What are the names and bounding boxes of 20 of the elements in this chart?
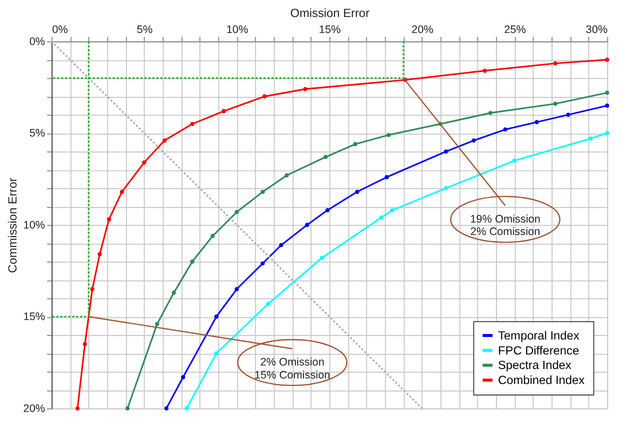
y-tick-label: 15% <box>23 311 46 324</box>
x-tick-label: 25% <box>504 24 526 36</box>
x-axis-title: Omission Error <box>290 6 370 20</box>
x-tick-label: 20% <box>412 24 434 36</box>
y-tick-label: 5% <box>29 128 46 140</box>
annotation: 19% Omission 2% Comission <box>470 213 540 238</box>
legend-label: Spectra Index <box>498 358 572 372</box>
x-tick-label: 0% <box>52 24 68 36</box>
y-axis-title: Commission Error <box>5 178 20 273</box>
x-tick-label: 15% <box>318 24 342 36</box>
legend-label: FPC Difference <box>498 343 580 358</box>
legend-label: Temporal Index <box>498 328 580 342</box>
y-tick-label: 0% <box>29 36 46 48</box>
y-tick-label: 10% <box>23 219 46 232</box>
x-tick-label: 30% <box>586 24 608 36</box>
x-tick-label: 10% <box>226 24 248 36</box>
x-tick-label: 5% <box>136 24 153 36</box>
annotation: 2% Omission 15% Comission <box>254 356 330 382</box>
y-tick-label: 20% <box>23 402 46 415</box>
legend-label: Combined Index <box>498 373 585 388</box>
